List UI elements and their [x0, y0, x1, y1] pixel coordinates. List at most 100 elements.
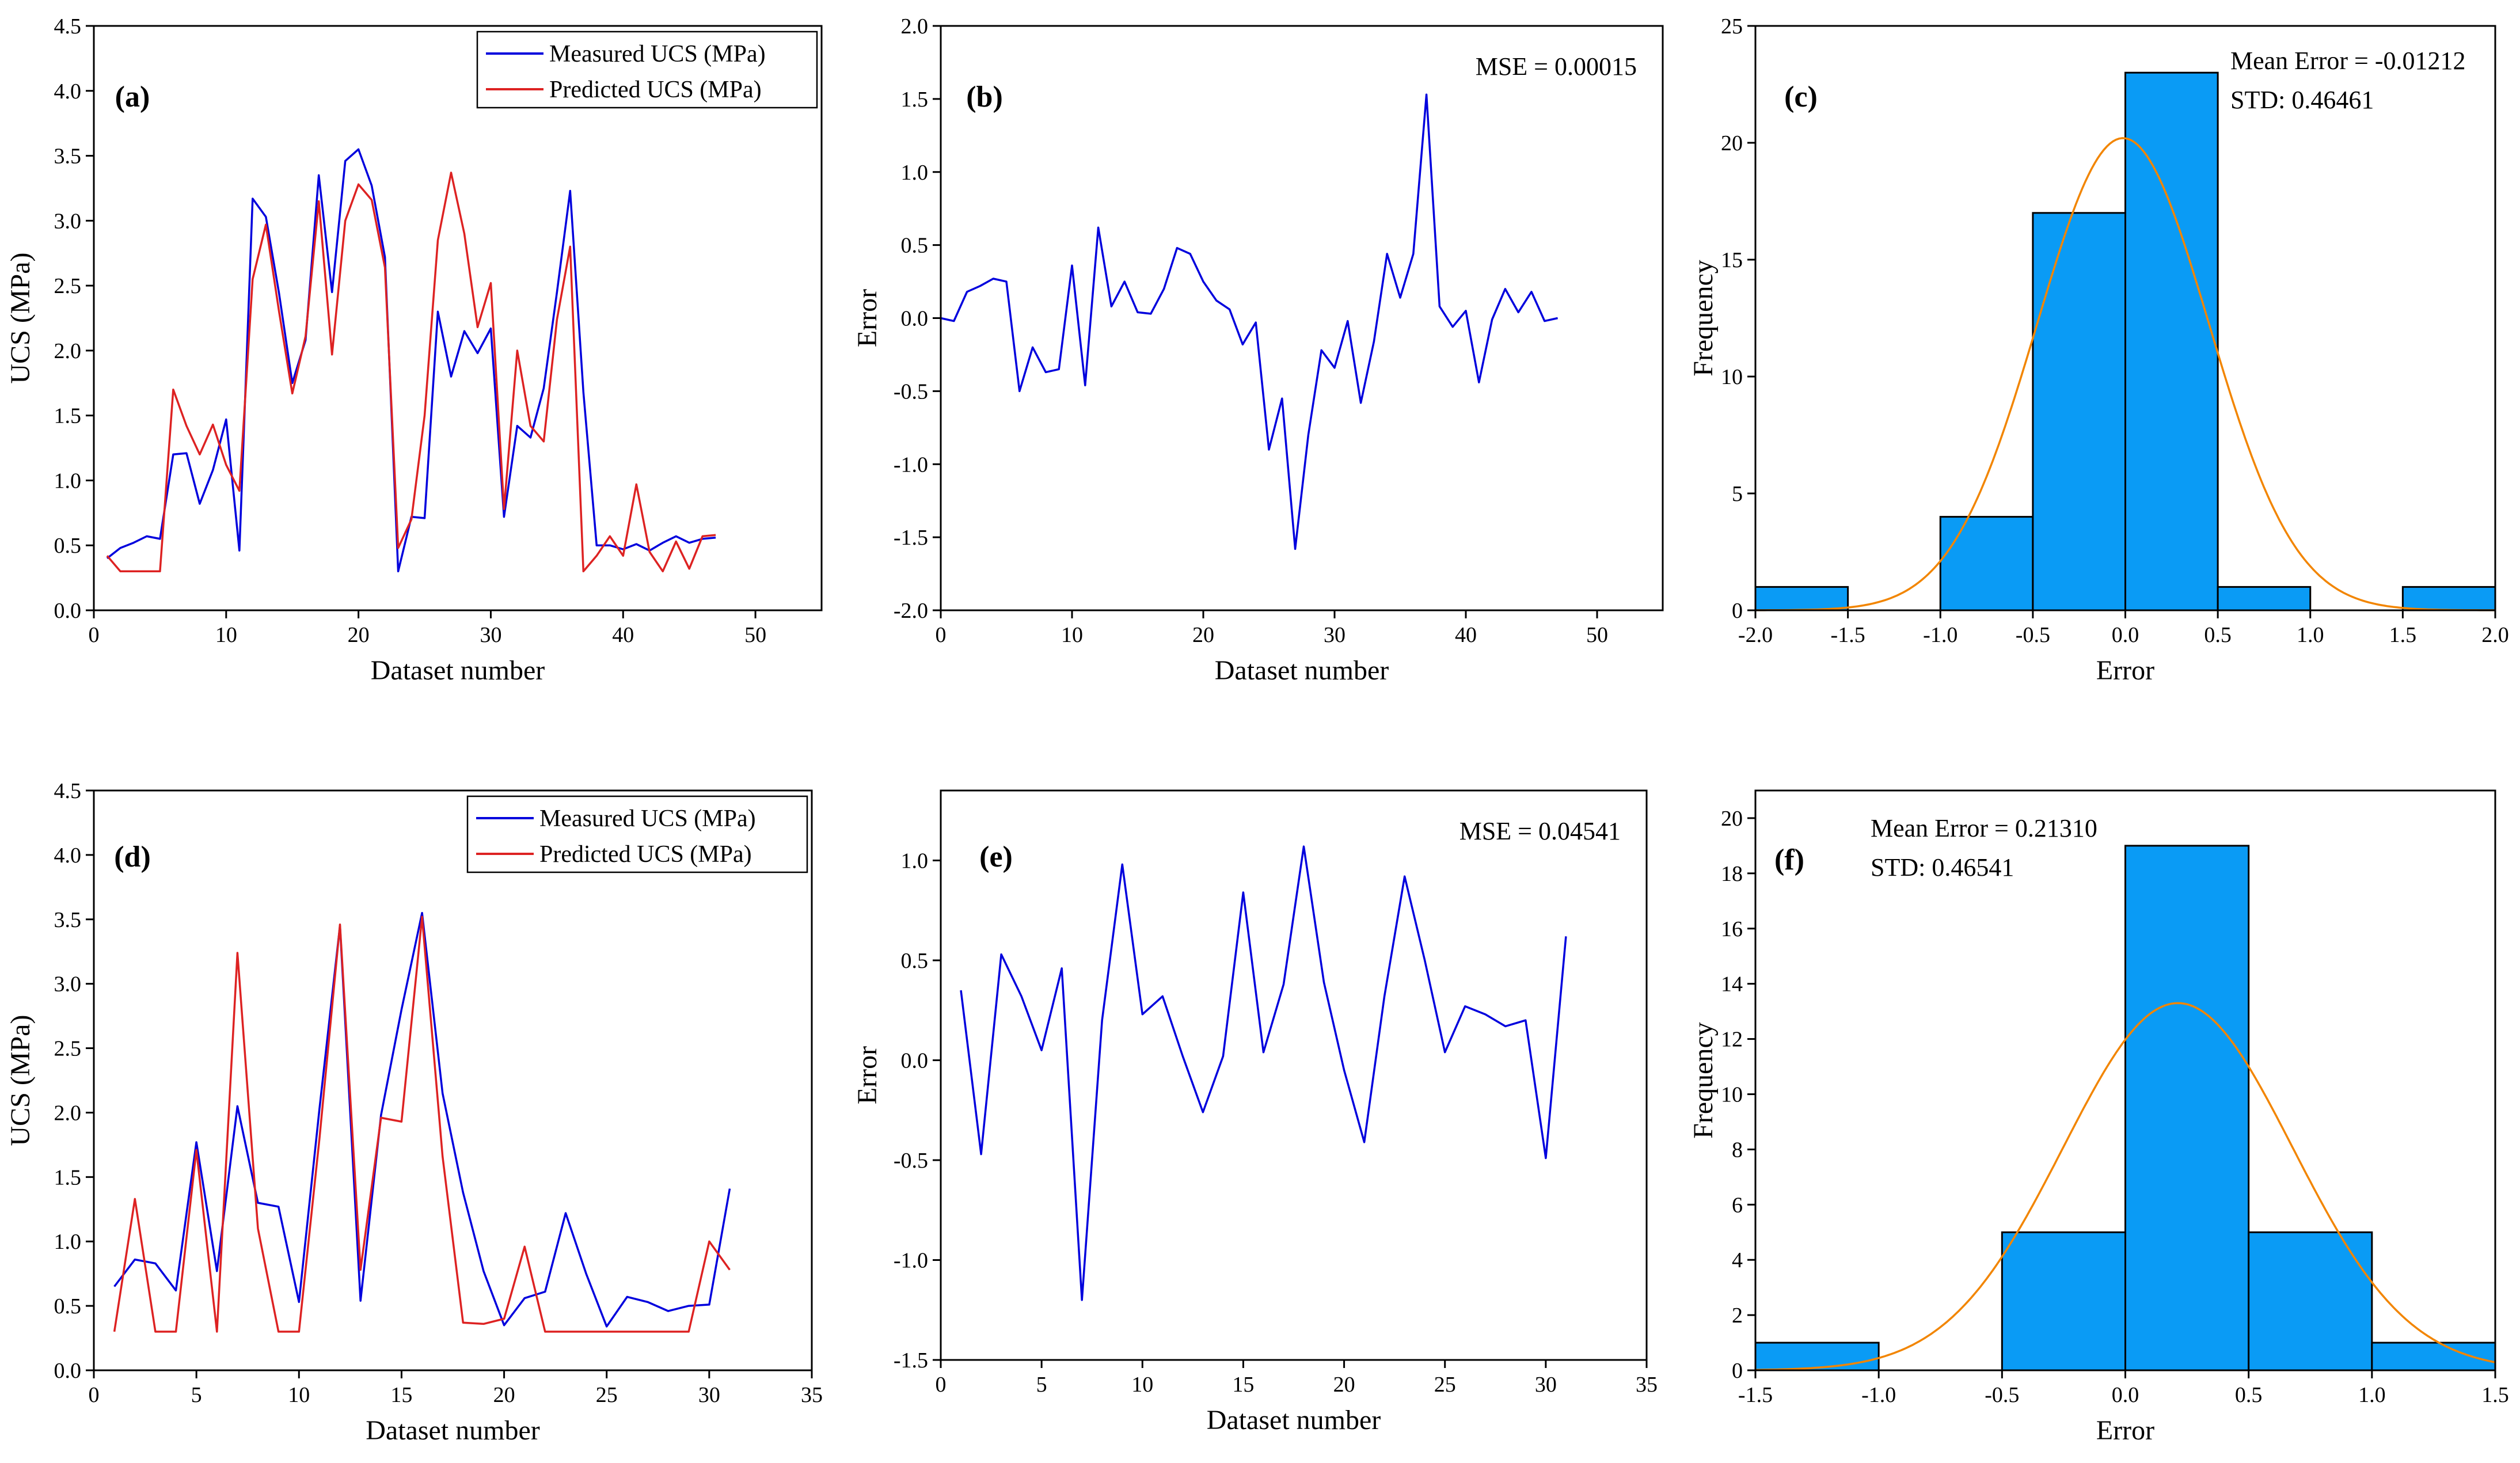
x-tick-label: 10 — [215, 623, 237, 647]
series-line-predicted-ucs-mpa — [113, 915, 731, 1333]
y-tick-label: 0.5 — [901, 234, 929, 258]
y-tick-label: 0 — [1732, 1359, 1743, 1383]
x-tick-label: 10 — [288, 1383, 310, 1407]
plot-frame — [93, 789, 813, 1371]
x-tick-label: 5 — [1036, 1373, 1047, 1397]
x-tick-label: 30 — [1535, 1373, 1557, 1397]
x-tick-label: 40 — [1455, 623, 1477, 647]
x-tick-label: 20 — [493, 1383, 515, 1407]
y-tick-label: 1.5 — [54, 1165, 82, 1190]
mse-annotation: MSE = 0.00015 — [1476, 52, 1637, 81]
legend: Measured UCS (MPa) Predicted UCS (MPa) — [466, 795, 808, 873]
x-tick-label: 5 — [191, 1383, 202, 1407]
panel-c-chart: -2.0 -1.5 -1.0 -0.5 0.0 0.5 1.0 1.5 2.0 0 5 10 15 20 2… — [1688, 14, 2509, 686]
panel-d-chart: 0 5 10 15 20 25 30 35 0.0 0.5 1.0 1.5 2.0 2.5 3.0 3.5 4.… — [5, 779, 823, 1446]
panel-label: (d) — [114, 841, 151, 873]
y-tick-label: -0.5 — [894, 1149, 928, 1173]
y-tick-label: 1.5 — [901, 88, 929, 112]
x-tick-label: -0.5 — [1985, 1383, 2019, 1407]
x-tick-label: 30 — [480, 623, 501, 647]
y-tick-label: 8 — [1732, 1138, 1743, 1162]
y-tick-label: 5 — [1732, 482, 1743, 506]
x-tick-label: 10 — [1131, 1373, 1153, 1397]
y-tick-label: 0.5 — [54, 534, 82, 558]
x-tick-label: -0.5 — [2016, 623, 2050, 647]
x-tick-label: 2.0 — [2481, 623, 2509, 647]
x-tick-label: 1.5 — [2481, 1383, 2509, 1407]
x-tick-label: 0.5 — [2204, 623, 2232, 647]
y-tick-label: 20 — [1721, 131, 1743, 155]
y-tick-label: 3.5 — [54, 908, 82, 932]
legend: Measured UCS (MPa) Predicted UCS (MPa) — [476, 31, 818, 109]
x-tick-label: 20 — [1333, 1373, 1355, 1397]
x-tick-label: -1.5 — [1831, 623, 1865, 647]
x-tick-label: 0 — [89, 623, 100, 647]
histogram-bar — [1754, 1342, 1880, 1371]
series-line-measured-ucs-mpa — [106, 148, 716, 573]
x-tick-label: -1.0 — [1923, 623, 1958, 647]
y-tick-label: 4.5 — [54, 14, 82, 39]
y-tick-label: 3.5 — [54, 145, 82, 169]
x-tick-label: 30 — [698, 1383, 720, 1407]
x-axis-title: Error — [2096, 655, 2154, 686]
y-tick-label: 18 — [1721, 862, 1743, 886]
legend-entry: Measured UCS (MPa) — [539, 805, 756, 832]
y-tick-label: -1.0 — [894, 1248, 928, 1272]
y-tick-label: 3.0 — [54, 972, 82, 997]
y-tick-label: -0.5 — [894, 379, 928, 404]
y-tick-label: 0.5 — [901, 949, 929, 973]
histogram-bar — [1939, 516, 2034, 611]
y-tick-label: 4.0 — [54, 843, 82, 868]
y-tick-label: -1.5 — [894, 526, 928, 550]
x-axis-title: Dataset number — [1215, 655, 1389, 686]
histogram-bar — [1754, 586, 1849, 611]
panel-label: (f) — [1774, 843, 1804, 876]
x-tick-label: 0 — [936, 1373, 947, 1397]
x-tick-label: -1.0 — [1861, 1383, 1896, 1407]
x-tick-label: 35 — [1636, 1373, 1658, 1397]
panel-label: (e) — [979, 841, 1013, 873]
legend-entry: Measured UCS (MPa) — [549, 41, 766, 67]
normal-fit-curve — [1755, 137, 2495, 611]
series-line-measured-ucs-mpa — [113, 911, 731, 1328]
y-axis-title: Error — [852, 289, 883, 347]
y-tick-label: 1.0 — [54, 1230, 82, 1254]
y-tick-label: 10 — [1721, 365, 1743, 389]
y-tick-label: 0 — [1732, 599, 1743, 623]
x-axis-title: Dataset number — [1207, 1405, 1381, 1435]
x-tick-label: 35 — [801, 1383, 823, 1407]
histogram-bar — [2124, 71, 2219, 611]
series-line-predicted-ucs-mpa — [106, 172, 716, 573]
y-tick-label: -2.0 — [894, 599, 928, 623]
y-tick-label: 4.0 — [54, 79, 82, 104]
legend-box — [476, 31, 818, 109]
x-tick-label: 0 — [89, 1383, 100, 1407]
mse-annotation: MSE = 0.04541 — [1459, 817, 1621, 845]
x-tick-label: 30 — [1324, 623, 1345, 647]
plot-frame — [940, 789, 1648, 1361]
legend-box — [466, 795, 808, 873]
y-tick-label: 2.0 — [54, 1101, 82, 1125]
x-axis-title: Dataset number — [366, 1415, 540, 1446]
y-tick-label: 2.0 — [901, 14, 929, 39]
y-tick-label: 1.0 — [54, 469, 82, 493]
y-tick-label: 2.5 — [54, 274, 82, 298]
y-tick-label: 0.5 — [54, 1294, 82, 1318]
panel-label: (c) — [1784, 81, 1818, 113]
y-tick-label: 0.0 — [54, 1359, 82, 1383]
x-axis-title: Dataset number — [371, 655, 545, 686]
y-axis-title: Frequency — [1688, 1022, 1719, 1139]
histogram-bar — [2401, 586, 2496, 611]
normal-fit-curve — [1755, 1002, 2496, 1371]
panel-f-chart: -1.5 -1.0 -0.5 0.0 0.5 1.0 1.5 0 2 4 6 8 10 12 14 16 18 2… — [1688, 789, 2509, 1446]
y-tick-label: 2.0 — [54, 339, 82, 363]
histogram-bar — [2032, 212, 2126, 611]
x-tick-label: 0.0 — [2112, 1383, 2139, 1407]
legend-entry: Predicted UCS (MPa) — [539, 841, 752, 868]
y-tick-label: 10 — [1721, 1082, 1743, 1107]
x-tick-label: 1.5 — [2389, 623, 2417, 647]
x-tick-label: 20 — [1192, 623, 1214, 647]
y-tick-label: 1.0 — [901, 849, 929, 873]
x-tick-label: 25 — [1434, 1373, 1456, 1397]
